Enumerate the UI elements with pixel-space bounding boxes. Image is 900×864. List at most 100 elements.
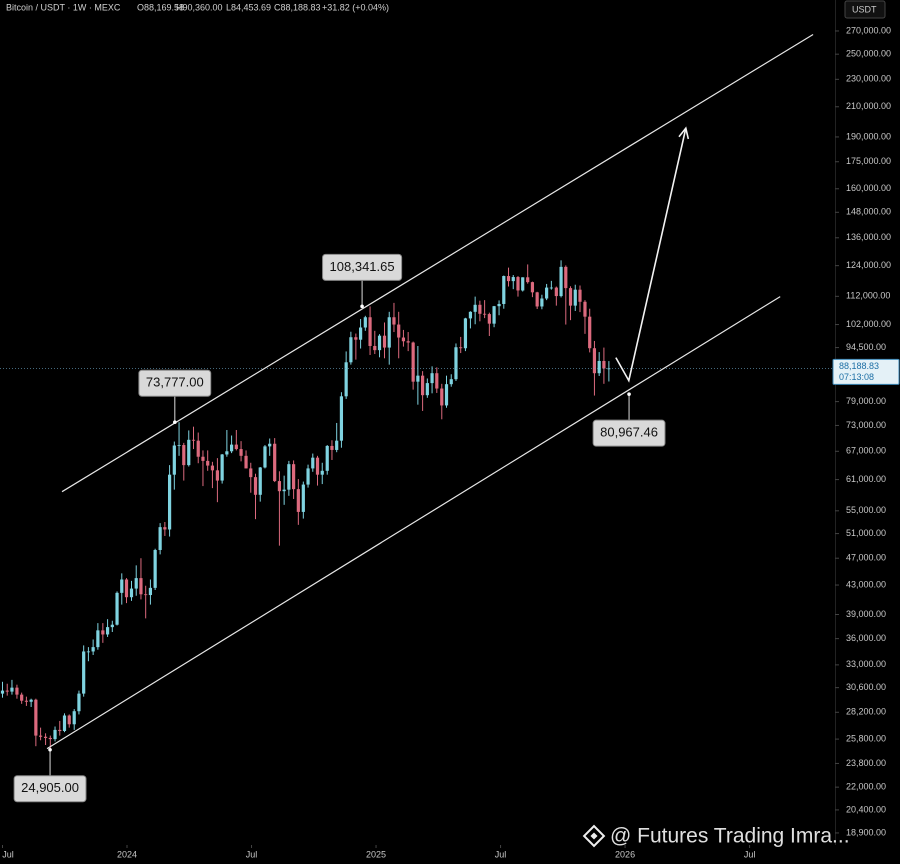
candle-body xyxy=(459,347,463,349)
candle-body xyxy=(139,578,143,595)
candle-body xyxy=(15,687,19,695)
candle-body xyxy=(215,470,220,481)
candle-body xyxy=(339,396,344,441)
candle-body xyxy=(253,477,258,495)
candle-body xyxy=(53,729,57,740)
candle-body xyxy=(363,317,367,328)
candle-body xyxy=(292,464,296,490)
candle-body xyxy=(497,303,501,307)
candle-body xyxy=(196,440,200,457)
annotation-box xyxy=(322,253,403,281)
candle-body xyxy=(239,449,243,456)
unit-box[interactable] xyxy=(844,0,886,19)
candle-body xyxy=(597,360,601,374)
candle-body xyxy=(368,317,372,346)
candle-body xyxy=(516,277,520,291)
candle-body xyxy=(273,443,277,482)
y-tick-label: 94,500.00 xyxy=(846,342,886,352)
candle-body xyxy=(258,467,262,495)
y-tick-label: 33,000.00 xyxy=(846,659,886,669)
x-tick-label: Jul xyxy=(246,849,258,859)
y-tick-label: 148,000.00 xyxy=(846,207,891,217)
projection-path xyxy=(615,128,687,383)
y-tick-label: 124,000.00 xyxy=(846,260,891,270)
candle-body xyxy=(358,327,363,340)
price-label: 88,188.83 xyxy=(839,361,879,371)
watermark: @ Futures Trading Imra... xyxy=(610,825,850,848)
ohlc-open: O88,169.58 xyxy=(137,2,184,12)
candle-body xyxy=(234,444,238,450)
y-tick-label: 160,000.00 xyxy=(846,183,891,193)
candle-body xyxy=(105,627,110,635)
candle-body xyxy=(163,527,167,530)
x-tick-label: 2024 xyxy=(117,849,137,859)
annotation-label: 73,777.00 xyxy=(146,375,204,390)
y-tick-label: 22,000.00 xyxy=(846,782,886,792)
candle-body xyxy=(487,314,491,324)
candle-body xyxy=(263,446,267,468)
channel-line xyxy=(46,296,781,750)
y-tick-label: 43,000.00 xyxy=(846,579,886,589)
candle-body xyxy=(545,287,549,299)
candle-body xyxy=(282,489,286,492)
candle-body xyxy=(172,445,176,475)
candle-body xyxy=(559,266,563,297)
candle-body xyxy=(521,277,525,291)
candle-body xyxy=(20,694,24,701)
candle-body xyxy=(249,468,253,478)
candle-body xyxy=(335,440,339,450)
candle-body xyxy=(430,373,434,384)
candle-body xyxy=(210,465,215,471)
y-tick-label: 270,000.00 xyxy=(846,25,891,35)
candle-body xyxy=(62,715,67,732)
candle-body xyxy=(468,311,473,319)
y-tick-label: 102,000.00 xyxy=(846,319,891,329)
y-tick-label: 18,900.00 xyxy=(846,827,886,837)
candle-body xyxy=(296,489,300,512)
y-tick-label: 28,200.00 xyxy=(846,707,886,717)
y-tick-label: 79,000.00 xyxy=(846,396,886,406)
candle-body xyxy=(583,301,587,317)
candle-body xyxy=(578,289,582,302)
candle-body xyxy=(72,711,76,725)
candle-body xyxy=(406,341,410,343)
annotation-point xyxy=(48,747,52,752)
candle-body xyxy=(91,647,95,652)
candle-body xyxy=(454,347,458,380)
y-tick-label: 39,000.00 xyxy=(846,609,886,619)
candle-body xyxy=(502,276,506,304)
candle-body xyxy=(315,457,320,475)
candle-body xyxy=(301,484,305,512)
candle-body xyxy=(602,360,606,369)
y-tick-label: 30,600.00 xyxy=(846,682,886,692)
x-tick-label: Jul xyxy=(495,849,507,859)
candle-body xyxy=(229,444,234,452)
y-tick-label: 112,000.00 xyxy=(846,291,890,301)
candle-body xyxy=(277,481,282,492)
candle-body xyxy=(115,592,119,625)
candle-body xyxy=(29,699,33,702)
y-tick-label: 190,000.00 xyxy=(846,131,891,141)
candle-body xyxy=(153,549,157,588)
candle-body xyxy=(421,375,425,396)
candle-body xyxy=(449,379,453,385)
y-tick-label: 23,800.00 xyxy=(846,758,886,768)
candle-body xyxy=(167,474,172,530)
candle-body xyxy=(306,468,310,485)
y-tick-label: 73,000.00 xyxy=(846,420,886,430)
channel-line xyxy=(61,33,814,493)
candle-body xyxy=(435,373,439,389)
candle-body xyxy=(549,287,553,289)
ohlc-high: H90,360.00 xyxy=(176,2,223,12)
candle-body xyxy=(177,445,181,446)
x-tick-label: 2026 xyxy=(615,849,635,859)
candle-body xyxy=(325,445,329,471)
candle-body xyxy=(535,292,539,307)
candle-body xyxy=(201,456,205,461)
candle-body xyxy=(554,287,558,297)
candle-body xyxy=(564,266,568,289)
candle-body xyxy=(373,345,377,351)
symbol: Bitcoin / USDT · 1W · MEXC xyxy=(6,2,121,12)
annotation-label: 24,905.00 xyxy=(21,780,79,795)
